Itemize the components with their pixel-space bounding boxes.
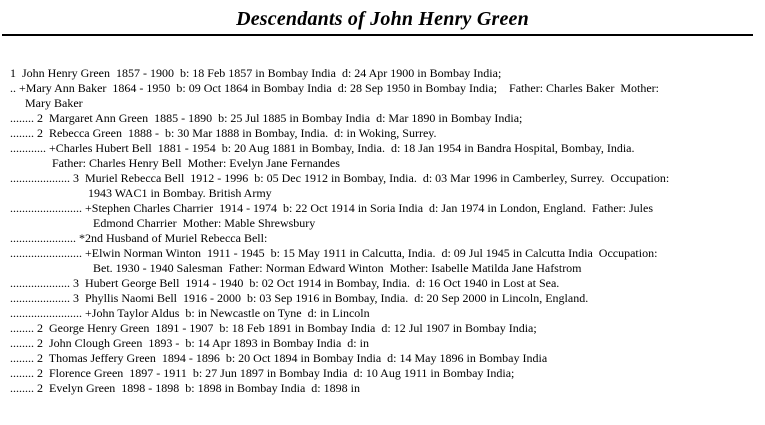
report-line: ............ +Charles Hubert Bell 1881 -… <box>10 141 635 155</box>
report-line: Bet. 1930 - 1940 Salesman Father: Norman… <box>93 261 582 275</box>
report-line: .................... 3 Muriel Rebecca Be… <box>10 171 670 185</box>
title-divider <box>2 34 753 36</box>
report-line: Mary Baker <box>25 96 83 110</box>
report-line: ........ 2 John Clough Green 1893 - b: 1… <box>10 336 369 350</box>
report-line: ........................ +John Taylor Al… <box>10 306 370 320</box>
report-line: .. +Mary Ann Baker 1864 - 1950 b: 09 Oct… <box>10 81 660 95</box>
report-line: ........ 2 Rebecca Green 1888 - b: 30 Ma… <box>10 126 437 140</box>
report-line: ........ 2 Margaret Ann Green 1885 - 189… <box>10 111 523 125</box>
report-line: Edmond Charrier Mother: Mable Shrewsbury <box>93 216 316 230</box>
report-line: ........ 2 Evelyn Green 1898 - 1898 b: 1… <box>10 381 360 395</box>
report-line: Father: Charles Henry Bell Mother: Evely… <box>52 156 340 170</box>
report-line: ........ 2 George Henry Green 1891 - 190… <box>10 321 537 335</box>
descendant-report: 1 John Henry Green 1857 - 1900 b: 18 Feb… <box>0 66 765 396</box>
report-title: Descendants of John Henry Green <box>236 8 529 30</box>
report-line: ........................ +Elwin Norman W… <box>10 246 658 260</box>
report-line: ........ 2 Florence Green 1897 - 1911 b:… <box>10 366 515 380</box>
report-line: .................... 3 Hubert George Bel… <box>10 276 560 290</box>
report-line: 1943 WAC1 in Bombay. British Army <box>88 186 272 200</box>
report-line: ...................... *2nd Husband of M… <box>10 231 268 245</box>
report-line: 1 John Henry Green 1857 - 1900 b: 18 Feb… <box>10 66 502 80</box>
report-line: .................... 3 Phyllis Naomi Bel… <box>10 291 589 305</box>
report-line: ........................ +Stephen Charle… <box>10 201 654 215</box>
report-line: ........ 2 Thomas Jeffery Green 1894 - 1… <box>10 351 548 365</box>
